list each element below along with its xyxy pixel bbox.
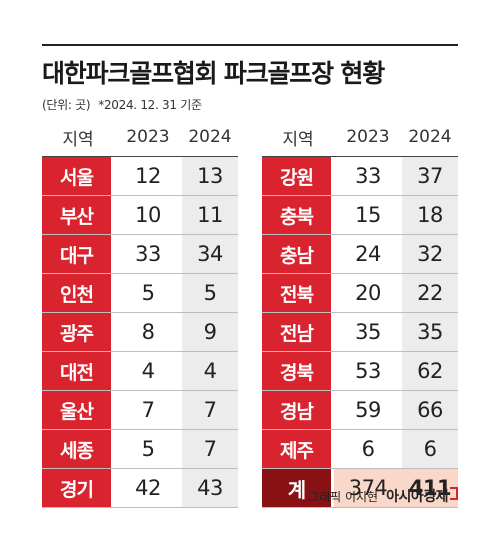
region-cell: 대전 <box>42 352 114 390</box>
header-2023: 2023 <box>346 127 390 147</box>
header-2024: 2024 <box>408 127 452 147</box>
table-row: 강원 33 37 <box>262 157 458 196</box>
header-region: 지역 <box>62 129 94 150</box>
table-row: 인천 5 5 <box>42 274 238 313</box>
header-2024: 2024 <box>188 127 232 147</box>
table-row: 경기 42 43 <box>42 469 238 508</box>
value-2024-cell: 43 <box>182 469 238 507</box>
value-2024-cell: 32 <box>402 235 458 273</box>
value-2023-cell: 5 <box>114 430 182 468</box>
region-cell: 경북 <box>262 352 334 390</box>
region-cell: 울산 <box>42 391 114 429</box>
value-2023-cell: 12 <box>114 157 182 195</box>
table-row: 대구 33 34 <box>42 235 238 274</box>
region-cell: 계 <box>262 469 334 507</box>
value-2023-cell: 33 <box>334 157 402 195</box>
value-2024-cell: 66 <box>402 391 458 429</box>
region-cell: 충북 <box>262 196 334 234</box>
chart-title: 대한파크골프협회 파크골프장 현황 <box>42 59 385 88</box>
unit-note: (단위: 곳) <box>42 98 91 112</box>
value-2023-cell: 59 <box>334 391 402 429</box>
table-left: 지역 2023 2024 서울 12 13 부산 10 11 대구 33 34 인천 5 5 광주 8 9 대전 4 4… <box>42 118 238 508</box>
value-2024-cell: 37 <box>402 157 458 195</box>
value-2024-cell: 7 <box>182 430 238 468</box>
value-2024-cell: 13 <box>182 157 238 195</box>
region-cell: 광주 <box>42 313 114 351</box>
date-note: *2024. 12. 31 기준 <box>98 98 202 112</box>
table-header-row: 지역 2023 2024 <box>262 118 458 157</box>
table-row: 경북 53 62 <box>262 352 458 391</box>
table-row: 세종 5 7 <box>42 430 238 469</box>
value-2023-cell: 35 <box>334 313 402 351</box>
table-row: 경남 59 66 <box>262 391 458 430</box>
table-row: 부산 10 11 <box>42 196 238 235</box>
brand-mark-icon <box>450 486 458 500</box>
value-2023-cell: 24 <box>334 235 402 273</box>
value-2023-cell: 6 <box>334 430 402 468</box>
table-row: 충북 15 18 <box>262 196 458 235</box>
value-2023-cell: 53 <box>334 352 402 390</box>
value-2024-cell: 62 <box>402 352 458 390</box>
value-2023-cell: 4 <box>114 352 182 390</box>
subtitle: (단위: 곳) *2024. 12. 31 기준 <box>42 96 202 113</box>
value-2024-cell: 34 <box>182 235 238 273</box>
header-region: 지역 <box>282 129 314 150</box>
region-cell: 전남 <box>262 313 334 351</box>
credit: 그래픽 이지현 아시아경제 <box>308 486 458 506</box>
value-2023-cell: 374 <box>334 469 402 507</box>
brand-logo-text: 아시아경제 <box>386 489 448 505</box>
value-2023-cell: 15 <box>334 196 402 234</box>
region-cell: 강원 <box>262 157 334 195</box>
value-2023-cell: 10 <box>114 196 182 234</box>
table-row: 대전 4 4 <box>42 352 238 391</box>
region-cell: 부산 <box>42 196 114 234</box>
region-cell: 서울 <box>42 157 114 195</box>
value-2024-cell: 9 <box>182 313 238 351</box>
value-2023-cell: 8 <box>114 313 182 351</box>
value-2024-cell: 18 <box>402 196 458 234</box>
region-cell: 세종 <box>42 430 114 468</box>
region-cell: 충남 <box>262 235 334 273</box>
value-2024-cell: 411 <box>402 469 458 507</box>
region-cell: 전북 <box>262 274 334 312</box>
region-cell: 대구 <box>42 235 114 273</box>
header-2023: 2023 <box>126 127 170 147</box>
top-rule <box>42 44 458 46</box>
region-cell: 인천 <box>42 274 114 312</box>
table-header-row: 지역 2023 2024 <box>42 118 238 157</box>
value-2024-cell: 6 <box>402 430 458 468</box>
credit-text: 그래픽 이지현 <box>308 489 379 504</box>
region-cell: 제주 <box>262 430 334 468</box>
value-2024-cell: 22 <box>402 274 458 312</box>
table-row: 전북 20 22 <box>262 274 458 313</box>
value-2023-cell: 33 <box>114 235 182 273</box>
region-cell: 경기 <box>42 469 114 507</box>
value-2024-cell: 11 <box>182 196 238 234</box>
table-row: 제주 6 6 <box>262 430 458 469</box>
table-row: 광주 8 9 <box>42 313 238 352</box>
table-row: 충남 24 32 <box>262 235 458 274</box>
value-2023-cell: 5 <box>114 274 182 312</box>
table-row: 서울 12 13 <box>42 157 238 196</box>
table-right: 지역 2023 2024 강원 33 37 충북 15 18 충남 24 32 전북 20 22 전남 35 35… <box>262 118 458 508</box>
value-2024-cell: 5 <box>182 274 238 312</box>
region-cell: 경남 <box>262 391 334 429</box>
value-2023-cell: 7 <box>114 391 182 429</box>
value-2024-cell: 7 <box>182 391 238 429</box>
value-2023-cell: 42 <box>114 469 182 507</box>
value-2023-cell: 20 <box>334 274 402 312</box>
value-2024-cell: 4 <box>182 352 238 390</box>
table-row: 울산 7 7 <box>42 391 238 430</box>
total-row: 계 374 411 <box>262 469 458 508</box>
value-2024-cell: 35 <box>402 313 458 351</box>
table-row: 전남 35 35 <box>262 313 458 352</box>
